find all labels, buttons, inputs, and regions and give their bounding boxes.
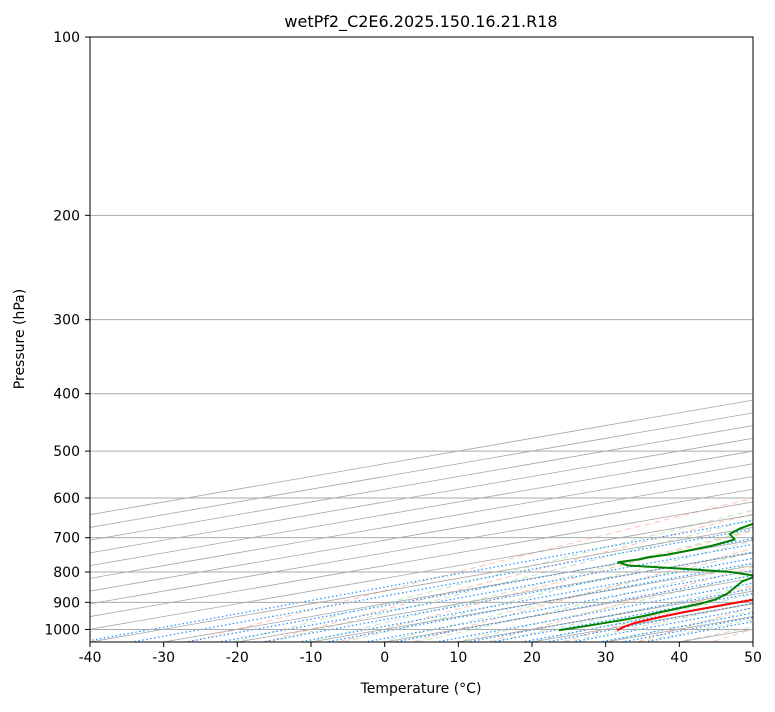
x-tick-label: 30: [597, 650, 615, 666]
x-tick-label: 0: [380, 650, 389, 666]
y-tick-label: 900: [53, 595, 80, 611]
y-tick-label: 200: [53, 208, 80, 224]
x-tick-label: 20: [523, 650, 541, 666]
y-tick-label: 100: [53, 30, 80, 46]
x-tick-label: 10: [449, 650, 467, 666]
y-tick-label: 600: [53, 491, 80, 507]
x-tick-label: -40: [79, 650, 102, 666]
y-tick-label: 400: [53, 387, 80, 403]
y-tick-label: 700: [53, 531, 80, 547]
x-tick-label: -30: [152, 650, 175, 666]
x-tick-label: -10: [300, 650, 323, 666]
chart-title: wetPf2_C2E6.2025.150.16.21.R18: [284, 12, 557, 32]
x-tick-label: 50: [744, 650, 762, 666]
y-tick-label: 500: [53, 444, 80, 460]
y-tick-label: 800: [53, 565, 80, 581]
x-axis-label: Temperature (°C): [360, 681, 482, 697]
y-tick-label: 300: [53, 313, 80, 329]
x-tick-label: -20: [226, 650, 249, 666]
x-tick-label: 40: [670, 650, 688, 666]
y-axis-label: Pressure (hPa): [12, 289, 28, 389]
y-tick-label: 1000: [44, 622, 80, 638]
